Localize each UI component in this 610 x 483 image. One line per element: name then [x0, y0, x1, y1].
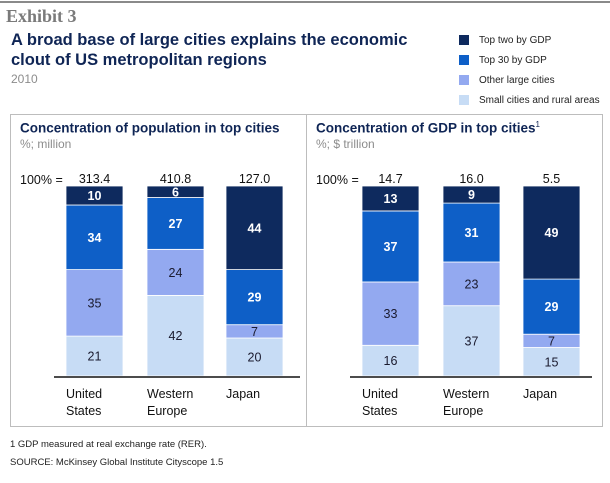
legend-label: Top 30 by GDP: [479, 54, 547, 66]
gdp-category-label: Japan: [523, 387, 557, 401]
population-bar-segment: [65, 185, 124, 206]
gdp-panel-title-text: Concentration of GDP in top cities: [316, 120, 536, 136]
legend-item: Small cities and rural areas: [459, 90, 600, 110]
gdp-bar-segment: [522, 278, 581, 335]
gdp-data-label: 7: [548, 334, 555, 348]
gdp-data-label: 29: [545, 300, 559, 314]
population-bar-segment: [65, 204, 124, 270]
gdp-data-label: 23: [465, 277, 479, 291]
population-bar-segment: [225, 269, 284, 326]
population-bar-segment: [225, 185, 284, 270]
gdp-data-label: 33: [384, 307, 398, 321]
population-data-label: 34: [88, 231, 102, 245]
population-data-label: 10: [88, 189, 102, 203]
source-note: SOURCE: McKinsey Global Institute Citysc…: [10, 457, 224, 468]
gdp-panel-title: Concentration of GDP in top cities1: [316, 120, 540, 136]
legend-label: Small cities and rural areas: [479, 94, 600, 106]
gdp-category-label: States: [362, 404, 397, 418]
population-category-label: United: [66, 387, 102, 401]
legend-label: Other large cities: [479, 74, 555, 86]
population-total-label: 313.4: [79, 172, 110, 186]
exhibit-label: Exhibit 3: [6, 6, 77, 26]
population-total-prefix: 100% =: [20, 173, 63, 187]
gdp-bar-segment: [442, 185, 501, 204]
gdp-data-label: 49: [545, 226, 559, 240]
gdp-bar-segment: [361, 185, 420, 212]
population-data-label: 6: [172, 185, 179, 199]
gdp-bar-segment: [442, 305, 501, 377]
legend-item: Top 30 by GDP: [459, 50, 600, 70]
gdp-bar-segment: [522, 185, 581, 280]
population-data-label: 20: [248, 351, 262, 365]
population-category-label: Japan: [226, 387, 260, 401]
gdp-panel-units: %; $ trillion: [316, 137, 375, 151]
population-data-label: 44: [248, 221, 262, 235]
population-category-label: Western: [147, 387, 193, 401]
footnote-1: 1 GDP measured at real exchange rate (RE…: [10, 439, 207, 450]
legend-swatch-top-30: [459, 55, 469, 65]
gdp-bar-segment: [361, 210, 420, 283]
gdp-category-label: Europe: [443, 404, 483, 418]
gdp-data-label: 13: [384, 192, 398, 206]
population-data-label: 7: [251, 325, 258, 339]
footnote-marker: 1: [535, 120, 540, 129]
population-category-label: Europe: [147, 404, 187, 418]
gdp-bar-segment: [361, 344, 420, 377]
gdp-category-label: United: [362, 387, 398, 401]
population-bar-segment: [65, 335, 124, 377]
legend-swatch-other-large: [459, 75, 469, 85]
legend: Top two by GDP Top 30 by GDP Other large…: [459, 30, 600, 110]
population-bar-segment: [146, 294, 205, 377]
gdp-data-label: 37: [384, 240, 398, 254]
population-data-label: 42: [169, 329, 183, 343]
gdp-bar-segment: [361, 281, 420, 346]
gdp-total-prefix: 100% =: [316, 173, 359, 187]
gdp-total-label: 5.5: [543, 172, 560, 186]
gdp-bar-segment: [442, 202, 501, 263]
chart-title: A broad base of large cities explains th…: [11, 31, 408, 69]
legend-swatch-small-rural: [459, 95, 469, 105]
legend-swatch-top-two: [459, 35, 469, 45]
gdp-bar-segment: [522, 347, 581, 377]
gdp-total-label: 16.0: [459, 172, 483, 186]
population-data-label: 27: [169, 217, 183, 231]
legend-item: Top two by GDP: [459, 30, 600, 50]
population-panel-title-text: Concentration of population in top citie…: [20, 120, 280, 136]
legend-label: Top two by GDP: [479, 34, 552, 46]
population-data-label: 29: [248, 291, 262, 305]
gdp-total-label: 14.7: [378, 172, 402, 186]
population-panel-title: Concentration of population in top citie…: [20, 120, 280, 136]
panel-divider: [306, 114, 307, 427]
gdp-category-label: Western: [443, 387, 489, 401]
population-total-label: 127.0: [239, 172, 270, 186]
population-bar-segment: [65, 269, 124, 337]
population-bar-segment: [146, 185, 205, 198]
legend-item: Other large cities: [459, 70, 600, 90]
gdp-data-label: 37: [465, 334, 479, 348]
population-category-label: States: [66, 404, 101, 418]
population-data-label: 35: [88, 296, 102, 310]
population-panel-units: %; million: [20, 137, 72, 151]
top-rule: [0, 1, 610, 3]
population-data-label: 21: [88, 350, 102, 364]
population-bar-segment: [146, 197, 205, 250]
gdp-data-label: 31: [465, 226, 479, 240]
population-total-label: 410.8: [160, 172, 191, 186]
gdp-data-label: 15: [545, 355, 559, 369]
gdp-data-label: 9: [468, 188, 475, 202]
gdp-data-label: 16: [384, 354, 398, 368]
population-data-label: 24: [169, 266, 183, 280]
chart-subtitle: 2010: [11, 72, 38, 86]
